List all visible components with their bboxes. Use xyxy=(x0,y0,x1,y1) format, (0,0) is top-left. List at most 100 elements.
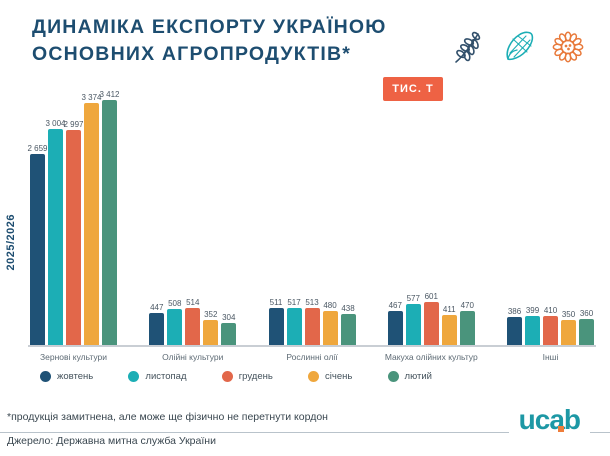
bar xyxy=(561,320,576,345)
title-line-2: ОСНОВНИХ АГРОПРОДУКТІВ* xyxy=(32,43,352,65)
legend-item-листопад: листопад xyxy=(128,371,187,382)
bar xyxy=(149,313,165,345)
bar-value-label: 513 xyxy=(305,298,319,307)
bar xyxy=(102,100,117,345)
bar xyxy=(423,302,439,345)
bar-value-label: 3 412 xyxy=(99,90,120,99)
bar xyxy=(48,129,63,345)
bar-листопад: 577 xyxy=(405,294,421,345)
category-axis: Зернові культури Олійні культури Рослинні … xyxy=(28,352,596,362)
wheat-icon xyxy=(450,27,490,67)
legend-label: листопад xyxy=(145,371,187,382)
bar-січень: 411 xyxy=(441,305,457,345)
bar-лютий: 470 xyxy=(459,301,475,345)
ucab-logo: ucab xyxy=(508,404,590,436)
bar xyxy=(441,315,457,345)
bar-value-label: 350 xyxy=(561,310,576,319)
bar xyxy=(167,309,183,345)
bar xyxy=(340,314,356,345)
corn-icon xyxy=(499,27,539,67)
bar-value-label: 517 xyxy=(287,298,301,307)
bar-жовтень: 467 xyxy=(387,301,403,345)
bar-value-label: 514 xyxy=(186,298,200,307)
bar xyxy=(579,319,594,345)
bar-value-label: 511 xyxy=(269,298,283,307)
bar-value-label: 467 xyxy=(388,301,402,310)
bar xyxy=(221,323,237,345)
bar-value-label: 360 xyxy=(579,309,594,318)
bar-лютий: 3 412 xyxy=(99,90,120,345)
page-title: ДИНАМІКА ЕКСПОРТУ УКРАЇНОЮ ОСНОВНИХ АГРО… xyxy=(32,14,387,68)
bar-лютий: 304 xyxy=(221,313,237,345)
bar-value-label: 447 xyxy=(150,303,164,312)
unit-badge: ТИС. Т xyxy=(383,77,443,101)
bar-value-label: 508 xyxy=(168,299,182,308)
bar-грудень: 601 xyxy=(423,292,439,345)
bar-грудень: 2 997 xyxy=(63,120,84,345)
bar-грудень: 513 xyxy=(304,298,320,345)
bar-value-label: 2 997 xyxy=(63,120,84,129)
bar-chart: 2 659 3 004 2 997 3 374 3 412 447 508 514 352 304… xyxy=(27,90,596,362)
bar xyxy=(304,308,320,345)
bar xyxy=(543,316,558,345)
bar-group: 2 659 3 004 2 997 3 374 3 412 xyxy=(27,90,120,345)
season-label: 2025/2026 xyxy=(5,213,17,271)
bar-листопад: 517 xyxy=(286,298,302,345)
bar-group: 467 577 601 411 470 xyxy=(387,292,475,345)
bar xyxy=(525,316,540,345)
bar xyxy=(459,311,475,345)
bar-лютий: 360 xyxy=(579,309,594,345)
bar-value-label: 3 374 xyxy=(81,93,102,102)
bar xyxy=(405,304,421,345)
bar-value-label: 304 xyxy=(222,313,236,322)
plot-area: 2 659 3 004 2 997 3 374 3 412 447 508 514 352 304… xyxy=(27,90,596,347)
category-label: Макуха олійних культур xyxy=(384,352,478,362)
bar-group: 447 508 514 352 304 xyxy=(149,298,237,345)
legend-label: січень xyxy=(325,371,353,382)
legend-item-січень: січень xyxy=(308,371,352,382)
bar-січень: 350 xyxy=(561,310,576,345)
bar xyxy=(268,308,284,345)
bar-value-label: 352 xyxy=(204,310,218,319)
bar-value-label: 470 xyxy=(460,301,474,310)
bar xyxy=(203,320,219,345)
bar-жовтень: 511 xyxy=(268,298,284,345)
bar xyxy=(84,103,99,345)
legend-label: грудень xyxy=(238,371,273,382)
bar-листопад: 3 004 xyxy=(45,119,66,345)
bar-жовтень: 2 659 xyxy=(27,144,48,345)
legend-dot xyxy=(40,371,51,382)
bar-лютий: 438 xyxy=(340,304,356,345)
bar xyxy=(322,311,338,345)
bar xyxy=(507,317,522,345)
bar-грудень: 410 xyxy=(543,306,558,345)
legend-dot xyxy=(221,371,233,382)
legend-item-жовтень: жовтень xyxy=(40,371,93,382)
bar xyxy=(66,130,81,345)
source-text: Джерело: Державна митна служба України xyxy=(7,435,216,447)
legend-item-лютий: лютий xyxy=(387,371,432,382)
category-label: Інші xyxy=(542,352,559,362)
crop-icons xyxy=(450,27,588,67)
bar-value-label: 2 659 xyxy=(27,144,48,153)
title-line-1: ДИНАМІКА ЕКСПОРТУ УКРАЇНОЮ xyxy=(32,16,387,38)
legend-dot xyxy=(308,371,320,382)
legend-label: лютий xyxy=(404,371,432,382)
bar-value-label: 411 xyxy=(442,305,456,314)
bar-group: 511 517 513 480 438 xyxy=(268,298,356,345)
footer-divider xyxy=(0,432,610,433)
chart-legend: жовтень листопад грудень січень лютий xyxy=(40,371,432,382)
bar-value-label: 577 xyxy=(406,294,420,303)
bar-value-label: 386 xyxy=(507,307,522,316)
bar-жовтень: 447 xyxy=(149,303,165,345)
bar-січень: 3 374 xyxy=(81,93,102,345)
legend-dot xyxy=(387,371,399,382)
bar-value-label: 480 xyxy=(323,301,337,310)
legend-dot xyxy=(128,371,140,382)
bar-січень: 352 xyxy=(203,310,219,345)
bar-жовтень: 386 xyxy=(507,307,522,345)
bar xyxy=(30,154,45,345)
legend-label: жовтень xyxy=(57,371,94,382)
footnote: *продукція замитнена, але може ще фізичн… xyxy=(7,411,328,423)
